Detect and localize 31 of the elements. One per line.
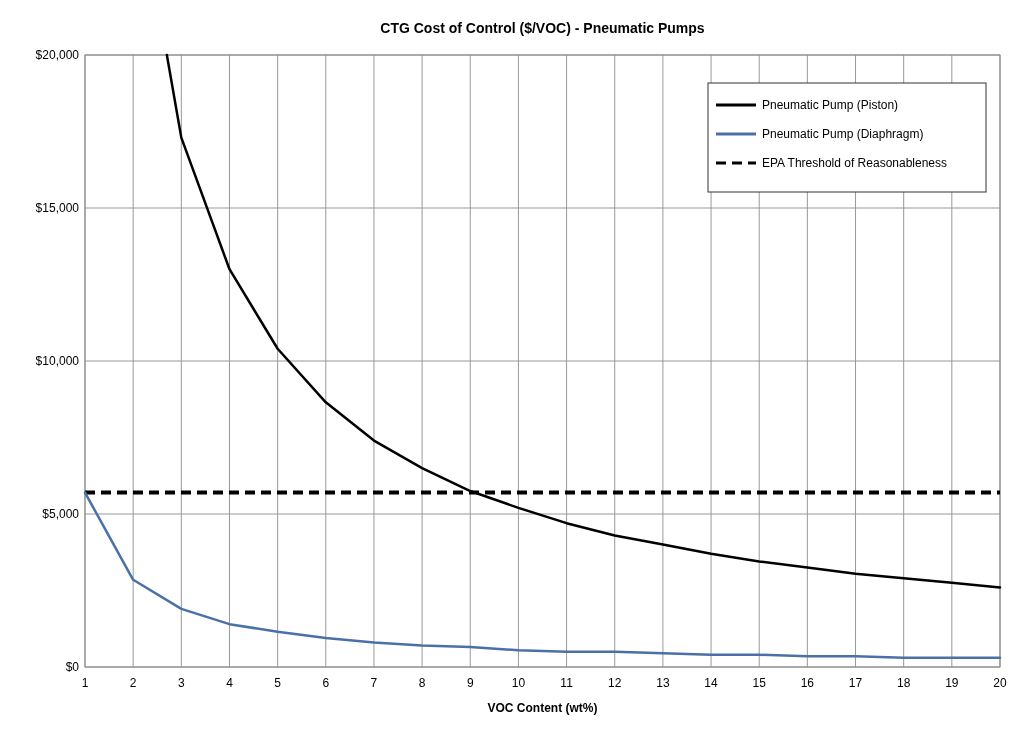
x-tick-label: 20 <box>993 676 1007 690</box>
y-tick-label: $5,000 <box>42 507 80 521</box>
x-tick-label: 11 <box>560 676 574 690</box>
x-tick-label: 10 <box>511 676 526 690</box>
x-tick-label: 16 <box>800 676 815 690</box>
x-tick-label: 7 <box>370 676 378 690</box>
y-tick-label: $20,000 <box>35 48 80 62</box>
x-tick-label: 14 <box>704 676 719 690</box>
legend-label: EPA Threshold of Reasonableness <box>762 156 948 170</box>
x-tick-label: 3 <box>177 676 185 690</box>
x-tick-label: 12 <box>608 676 622 690</box>
chart-title: CTG Cost of Control ($/VOC) - Pneumatic Pumps <box>380 20 705 36</box>
x-tick-label: 19 <box>945 676 959 690</box>
x-tick-label: 5 <box>274 676 282 690</box>
y-tick-label: $10,000 <box>35 354 80 368</box>
x-tick-label: 4 <box>226 676 234 690</box>
x-tick-label: 8 <box>418 676 426 690</box>
x-axis-title: VOC Content (wt%) <box>487 701 598 715</box>
x-tick-label: 1 <box>81 676 89 690</box>
legend-label: Pneumatic Pump (Piston) <box>762 98 899 112</box>
x-tick-label: 13 <box>656 676 670 690</box>
x-tick-label: 9 <box>466 676 474 690</box>
x-tick-label: 18 <box>897 676 911 690</box>
x-tick-label: 2 <box>129 676 137 690</box>
x-tick-label: 6 <box>322 676 330 690</box>
y-tick-label: $15,000 <box>35 201 80 215</box>
y-tick-label: $0 <box>65 660 80 674</box>
line-series <box>83 491 1002 660</box>
legend-label: Pneumatic Pump (Diaphragm) <box>762 127 924 141</box>
x-tick-label: 17 <box>848 676 863 690</box>
x-tick-label: 15 <box>752 676 767 690</box>
